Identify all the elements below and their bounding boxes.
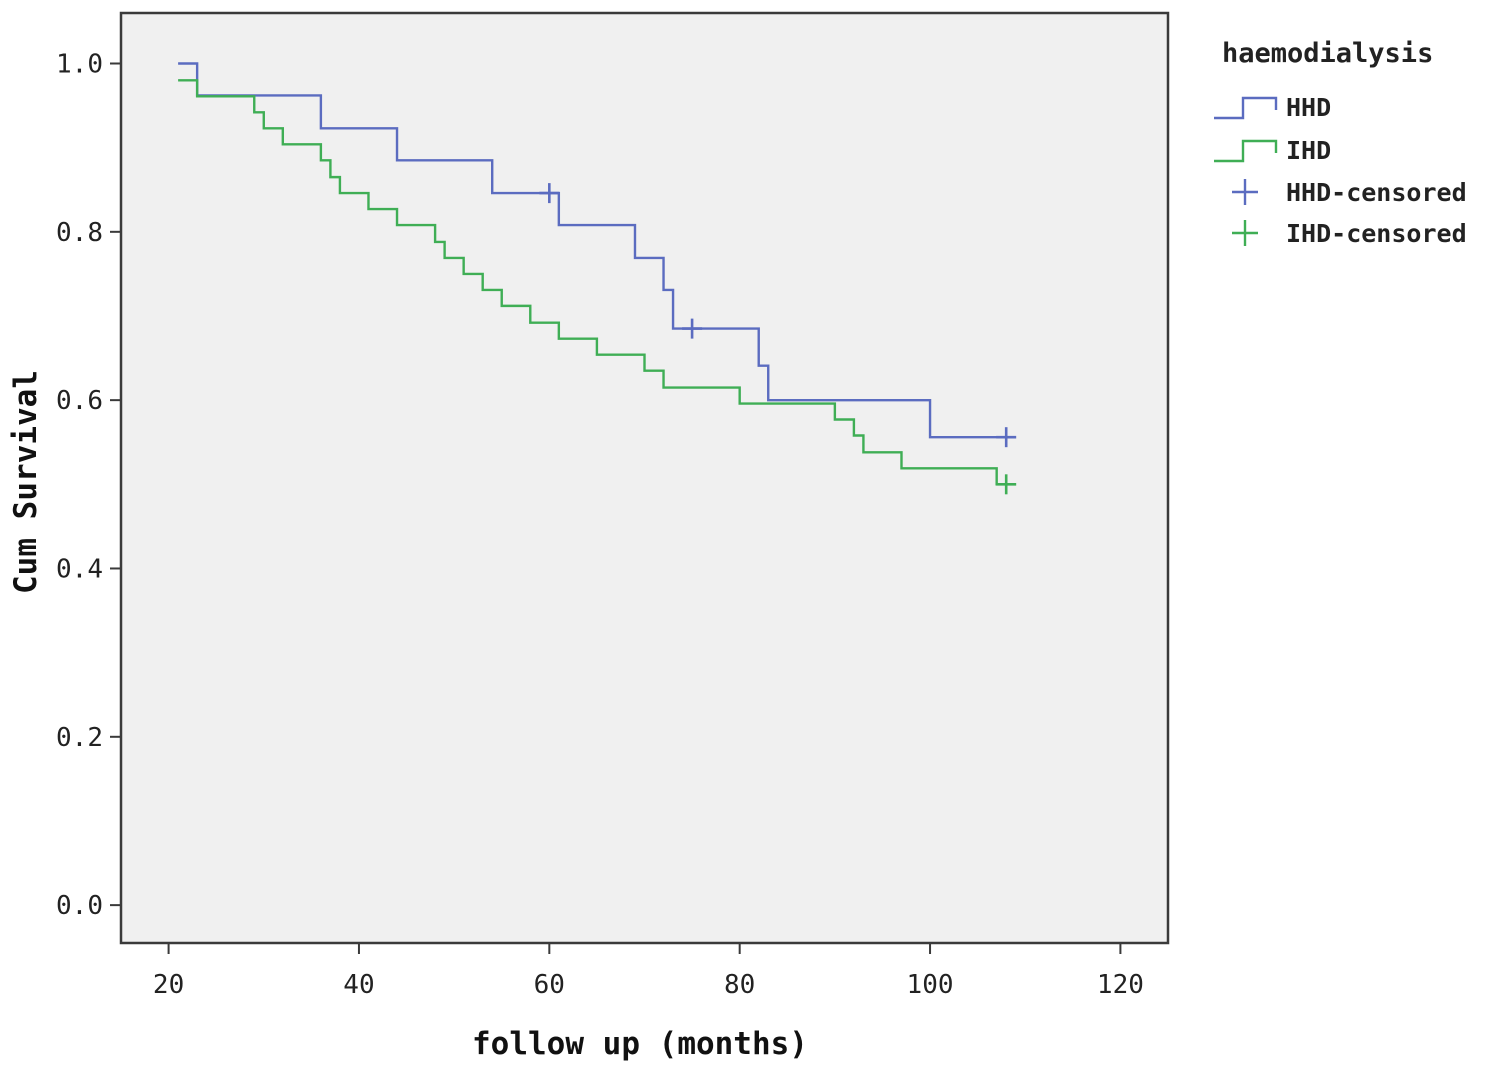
censor-mark-hhd-censored bbox=[996, 427, 1017, 448]
x-tick-label: 40 bbox=[343, 970, 374, 1000]
legend-entry-ihd-censored: IHD-censored bbox=[1232, 219, 1467, 248]
censor-mark-hhd-censored bbox=[682, 318, 703, 339]
plot-area bbox=[119, 11, 1170, 945]
x-tick-label: 100 bbox=[907, 970, 954, 1000]
legend-entry-ihd: IHD bbox=[1214, 136, 1331, 165]
censor-layer bbox=[539, 183, 1017, 495]
series-layer bbox=[178, 62, 1007, 486]
legend-label: HHD-censored bbox=[1286, 178, 1467, 207]
x-tick-label: 60 bbox=[534, 970, 565, 1000]
legend-label: HHD bbox=[1286, 93, 1331, 122]
legend-entry-hhd-censored: HHD-censored bbox=[1232, 178, 1467, 207]
censor-mark-hhd-censored bbox=[539, 183, 560, 204]
legend-entry-hhd: HHD bbox=[1214, 93, 1331, 122]
x-tick-label: 120 bbox=[1097, 970, 1144, 1000]
legend-swatch-line bbox=[1214, 139, 1278, 163]
legend-swatch-line bbox=[1214, 96, 1278, 120]
y-tick-label: 0.0 bbox=[56, 891, 103, 921]
legend-entries: HHD IHD HHD-censored IHD-censored bbox=[1214, 93, 1467, 248]
legend: haemodialysis HHD IHD HHD-censored IHD-cens… bbox=[1214, 38, 1467, 248]
y-tick-label: 0.8 bbox=[56, 218, 103, 248]
y-tick-label: 0.4 bbox=[56, 554, 103, 584]
legend-title: haemodialysis bbox=[1222, 38, 1433, 69]
series-line-hhd bbox=[178, 62, 1007, 439]
y-axis: 0.0 0.2 0.4 0.6 0.8 1.0 bbox=[56, 49, 121, 921]
x-axis: 20 40 60 80 100 120 bbox=[153, 943, 1144, 1000]
legend-label: IHD bbox=[1286, 136, 1331, 165]
y-tick-label: 0.2 bbox=[56, 723, 103, 753]
y-tick-label: 0.6 bbox=[56, 386, 103, 416]
x-axis-title: follow up (months) bbox=[472, 1026, 808, 1062]
censor-mark-ihd-censored bbox=[996, 474, 1017, 495]
x-tick-label: 20 bbox=[153, 970, 184, 1000]
y-axis-title: Cum Survival bbox=[8, 370, 44, 594]
y-tick-label: 1.0 bbox=[56, 49, 103, 79]
legend-label: IHD-censored bbox=[1286, 219, 1467, 248]
series-line-ihd bbox=[178, 79, 1007, 486]
x-tick-label: 80 bbox=[724, 970, 755, 1000]
